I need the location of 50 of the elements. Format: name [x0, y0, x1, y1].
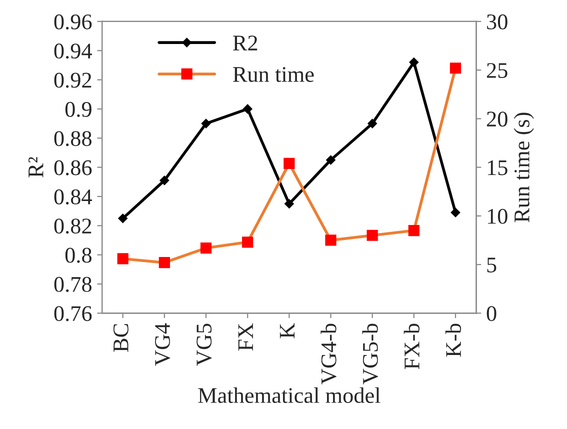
- y2-axis-title: Run time (s): [514, 112, 534, 222]
- y2-tick-label: 25: [486, 63, 508, 78]
- point: [117, 253, 128, 264]
- y2-tick-label: 5: [487, 258, 496, 272]
- x-axis-title: Mathematical model: [198, 387, 380, 404]
- y2-tick-label: 10: [488, 208, 508, 224]
- y2-tick-label: 0: [486, 306, 496, 322]
- point: [408, 224, 420, 236]
- point: [201, 118, 211, 128]
- point: [284, 199, 294, 208]
- point: [242, 104, 252, 114]
- y-tick-label: 0.9: [65, 102, 92, 117]
- y-tick-label: 0.86: [54, 160, 92, 176]
- point: [366, 230, 378, 241]
- y2-tick-label: 30: [487, 14, 508, 30]
- point: [409, 58, 419, 67]
- point: [326, 155, 336, 165]
- point: [118, 214, 128, 223]
- point: [325, 234, 336, 246]
- point: [160, 176, 170, 186]
- x-tick-label: VG4: [155, 323, 170, 366]
- y-tick-label: 0.76: [54, 306, 92, 322]
- x-tick-label: K: [280, 323, 295, 338]
- y-tick-label: 0.8: [65, 248, 92, 263]
- x-tick-label: FX-b: [404, 324, 420, 370]
- point: [158, 257, 170, 268]
- x-tick-label: VG5: [196, 324, 212, 366]
- y-tick-label: 0.92: [54, 72, 92, 88]
- y2-tick-label: 20: [486, 112, 508, 127]
- y-axis-title: R²: [28, 157, 44, 178]
- y-tick-label: 0.82: [54, 218, 92, 234]
- point: [450, 208, 460, 218]
- y-tick-label: 0.88: [54, 131, 92, 146]
- y-tick-label: 0.96: [54, 14, 92, 30]
- point: [284, 158, 295, 169]
- point: [450, 62, 462, 74]
- x-tick-label: K-b: [445, 324, 462, 357]
- legend-label: R2: [233, 36, 258, 50]
- point: [200, 242, 212, 254]
- y-tick-label: 0.94: [54, 44, 92, 59]
- x-tick-label: VG4-b: [320, 324, 336, 384]
- x-tick-label: FX: [238, 323, 253, 351]
- x-tick-label: VG5-b: [362, 324, 378, 384]
- y-tick-label: 0.78: [54, 276, 92, 292]
- y2-tick-label: 15: [488, 160, 508, 176]
- legend-label: Run time: [233, 67, 314, 82]
- point: [368, 118, 377, 128]
- point: [242, 236, 254, 248]
- x-tick-label: BC: [113, 324, 128, 352]
- y-tick-label: 0.84: [54, 189, 92, 205]
